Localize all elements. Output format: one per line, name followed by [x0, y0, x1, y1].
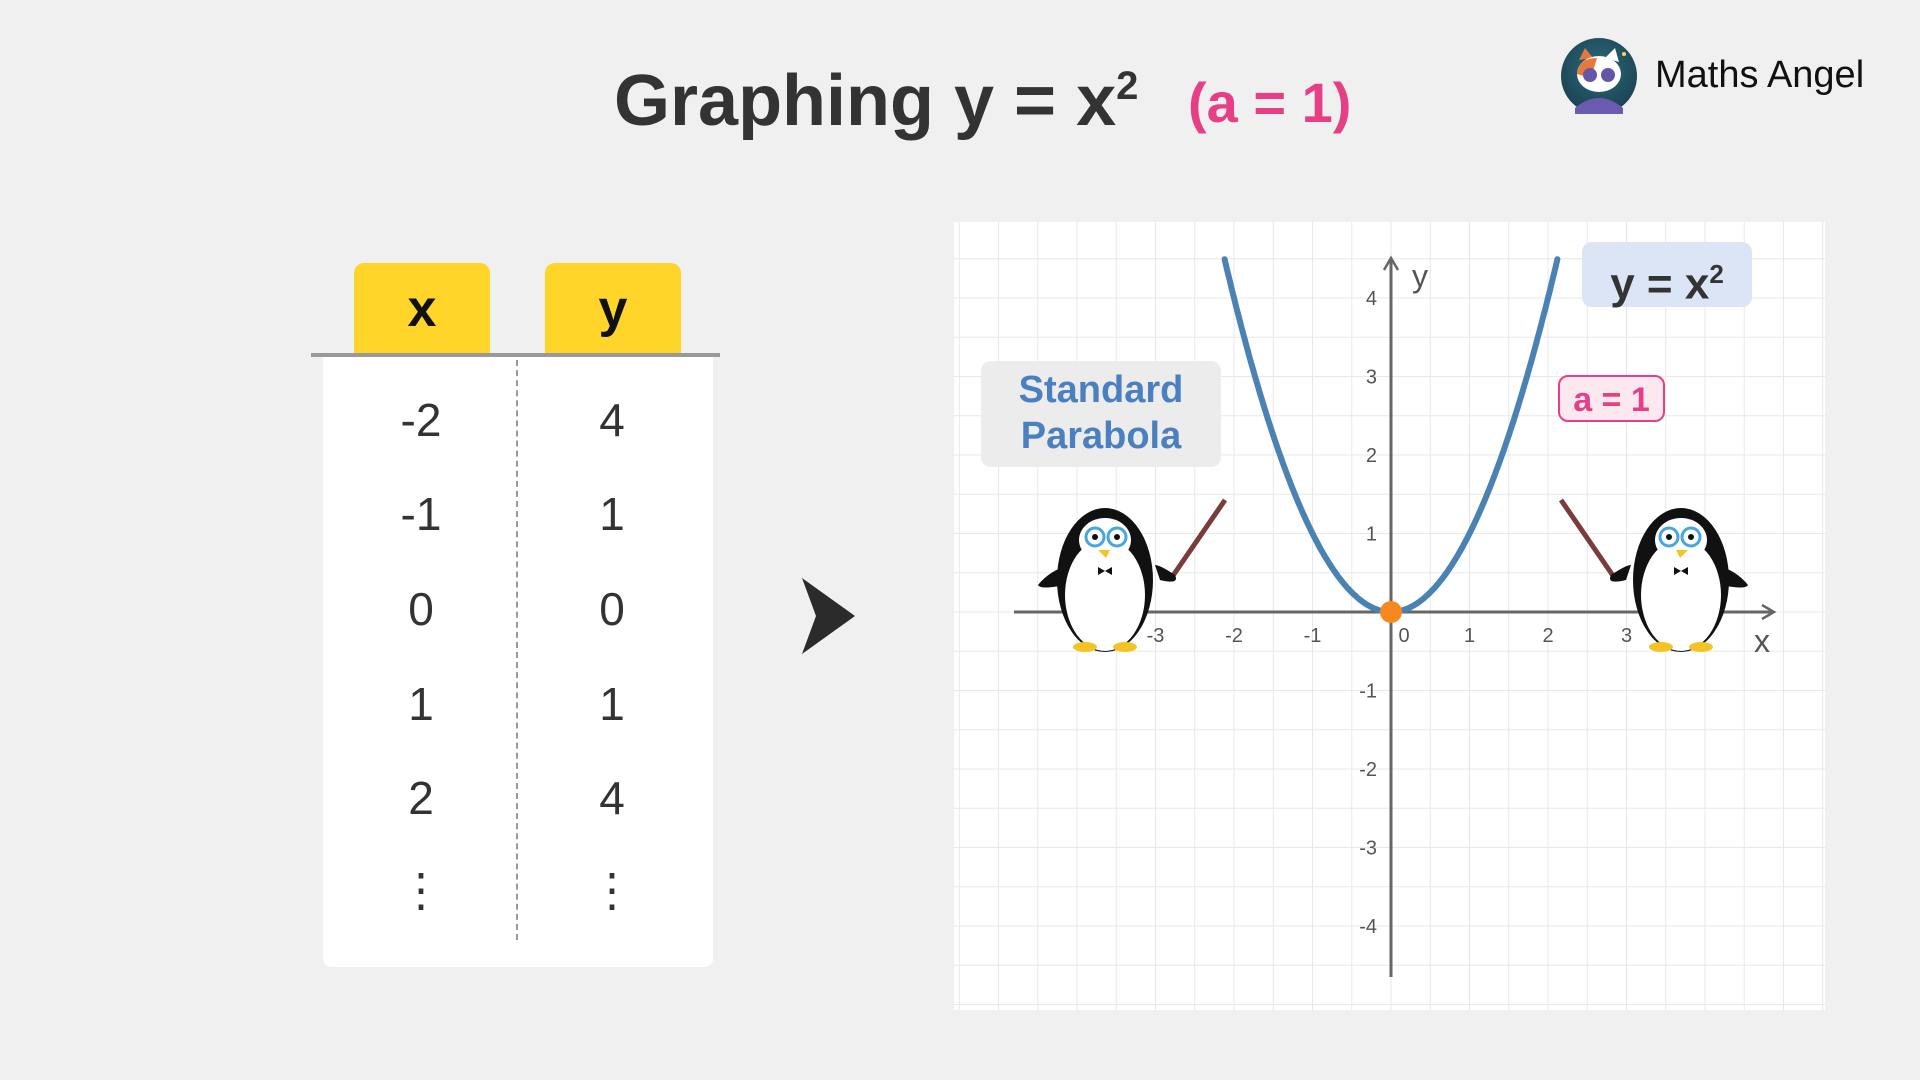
- x-axis-label: x: [1754, 623, 1770, 659]
- x-tick-label: 3: [1621, 625, 1632, 647]
- table-cell-y: 1: [599, 488, 625, 540]
- label-line-2: Parabola: [1020, 415, 1182, 457]
- table-cell-x: 0: [408, 583, 434, 635]
- table-cell-y: ⋮: [589, 864, 635, 916]
- equation-label: y = x2: [1582, 242, 1752, 309]
- table-cell-x: ⋮: [398, 864, 444, 916]
- y-tick-label: 4: [1366, 288, 1377, 310]
- y-tick-label: -1: [1359, 681, 1377, 703]
- column-divider: [516, 360, 518, 940]
- x-tick-label: 0: [1398, 625, 1409, 647]
- table-body: [323, 357, 713, 967]
- y-tick-label: -3: [1359, 838, 1377, 860]
- table-cell-y: 0: [599, 583, 625, 635]
- table-cell-y: 4: [599, 772, 625, 824]
- table-cell-x: 2: [408, 772, 434, 824]
- y-tick-label: 3: [1366, 367, 1377, 389]
- x-tick-label: 2: [1542, 625, 1553, 647]
- y-tick-label: 1: [1366, 524, 1377, 546]
- equation-exponent: 2: [1709, 259, 1724, 289]
- title-exponent: 2: [1116, 64, 1139, 108]
- table-cell-x: 1: [408, 678, 434, 730]
- title-text: Graphing y = x: [614, 61, 1117, 141]
- table-cell-y: 4: [599, 394, 625, 446]
- label-line-1: Standard: [1018, 369, 1184, 411]
- y-tick-label: -4: [1359, 916, 1377, 938]
- y-axis-arrow: [1382, 255, 1400, 271]
- table-header-y: y: [545, 263, 681, 355]
- table-header-x: x: [354, 263, 490, 355]
- x-tick-label: -2: [1225, 625, 1243, 647]
- cat-avatar-icon: [1561, 38, 1637, 114]
- y-tick-label: -2: [1359, 759, 1377, 781]
- title-subtitle: (a = 1): [1188, 71, 1352, 134]
- table-cell-x: -1: [400, 488, 442, 540]
- y-axis-label: y: [1412, 258, 1428, 294]
- penguin-right-icon: [1556, 495, 1756, 660]
- table-header-line: [311, 353, 720, 357]
- arrow-right-icon: [802, 578, 855, 654]
- penguin-left-icon: [1038, 498, 1228, 652]
- table-cell-x: -2: [400, 394, 442, 446]
- equation-text: y = x: [1610, 259, 1710, 309]
- standard-parabola-label: Standard Parabola: [981, 361, 1221, 467]
- x-tick-label: -3: [1147, 625, 1165, 647]
- x-axis-arrow: [1761, 603, 1777, 621]
- a-value-label: a = 1: [1558, 375, 1665, 422]
- table-cell-y: 1: [599, 678, 625, 730]
- y-tick-label: 2: [1366, 445, 1377, 467]
- x-tick-label: 1: [1464, 625, 1475, 647]
- brand-name: Maths Angel: [1655, 54, 1865, 96]
- x-tick-label: -1: [1304, 625, 1322, 647]
- vertex-point: [1380, 601, 1402, 623]
